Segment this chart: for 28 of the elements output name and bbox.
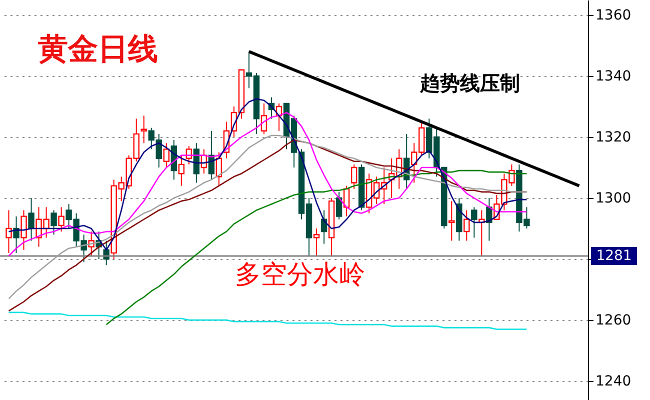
candlestick: [178, 154, 185, 186]
line-series: [247, 50, 581, 188]
candlestick: [58, 206, 64, 232]
annotation: 多空分水岭: [235, 260, 365, 290]
candlestick: [486, 198, 492, 242]
candlestick: [350, 164, 358, 190]
candlestick: [336, 191, 342, 220]
candlestick: [163, 142, 170, 168]
ref-line-label: 1281: [596, 248, 632, 264]
line-series: [8, 312, 528, 330]
candlestick: [50, 210, 57, 236]
candlestick: [313, 228, 320, 256]
y-tick-label: 1340: [596, 68, 632, 84]
candlestick: [13, 216, 20, 254]
text: 黄金日线: [38, 32, 158, 67]
candlestick: [20, 210, 27, 250]
candlestick: [6, 210, 12, 254]
y-tick-label: 1260: [596, 312, 632, 329]
annotation: 趋势线压制: [419, 71, 520, 95]
candlestick: [448, 200, 455, 242]
candlestick: [28, 198, 34, 242]
y-tick-label: 1360: [596, 7, 632, 24]
candlestick: [471, 206, 478, 238]
y-tick-label: 1240: [596, 374, 632, 390]
candlestick: [140, 115, 147, 144]
y-tick-label: 1320: [596, 129, 632, 146]
y-tick-label: 1300: [596, 190, 632, 207]
candlestick: [464, 210, 470, 242]
